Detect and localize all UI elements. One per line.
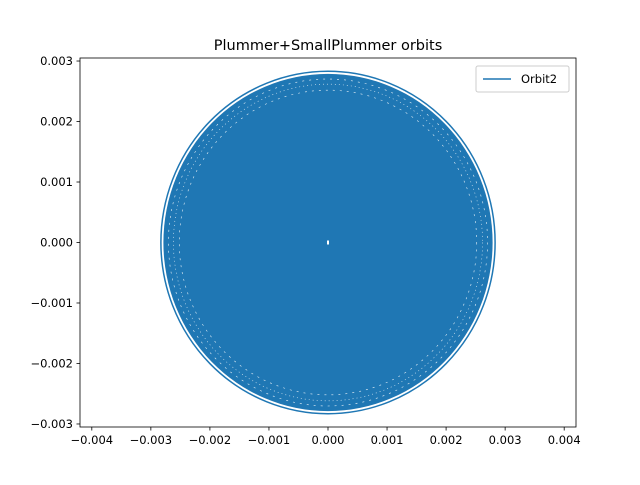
x-tick-label-4: 0.000 [312, 433, 345, 447]
x-tick-label-7: 0.003 [489, 433, 522, 447]
orbit-series-0-ring-gap-0 [162, 72, 494, 413]
orbit-series-0-outer-edge [160, 70, 496, 415]
orbit-series-0-ring-gap-1 [168, 78, 488, 407]
legend: Orbit2 [475, 65, 570, 93]
y-tick-label-5: 0.002 [40, 115, 73, 129]
y-tick-label-6: 0.003 [40, 54, 73, 68]
x-tick-label-2: −0.002 [189, 433, 232, 447]
y-tick-label-2: −0.001 [30, 296, 73, 310]
x-tick-label-1: −0.003 [130, 433, 173, 447]
legend-box [475, 65, 570, 93]
x-tick-label-6: 0.002 [430, 433, 463, 447]
y-tick-label-4: 0.001 [40, 175, 73, 189]
axes: −0.004 −0.003 −0.002 −0.001 0.000 0.001 0.002 0… [30, 54, 580, 447]
y-tick-label-0: −0.003 [30, 417, 73, 431]
x-tick-label-0: −0.004 [71, 433, 114, 447]
y-tick-label-3: 0.000 [40, 236, 73, 250]
chart-title: Plummer+SmallPlummer orbits [214, 38, 443, 54]
orbit-series-0-ring-gap-3 [178, 89, 478, 396]
orbit-series-0-ring-gap-2 [173, 83, 483, 402]
plot-area [160, 70, 496, 415]
orbit-series-0-center-hole [327, 240, 329, 245]
y-tick-label-1: −0.002 [30, 356, 73, 370]
x-tick-label-3: −0.001 [248, 433, 291, 447]
legend-label-0: Orbit2 [521, 72, 557, 86]
x-tick-label-8: 0.004 [548, 433, 581, 447]
x-tick-label-5: 0.001 [371, 433, 404, 447]
